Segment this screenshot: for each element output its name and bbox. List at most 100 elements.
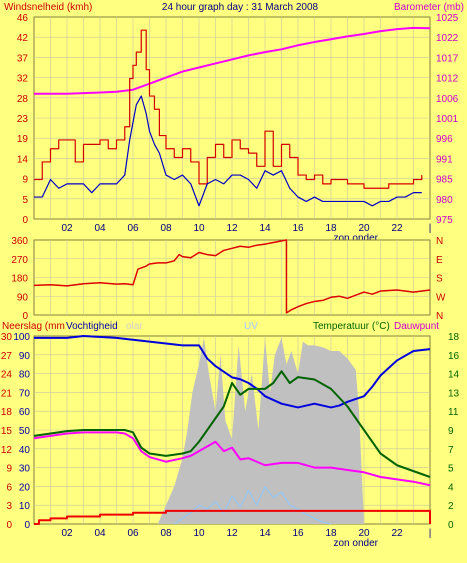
barometer-axis-tick-label: 996 [436,134,453,145]
temperature-axis-tick-label: 5 [448,464,454,475]
rain-axis-tick-label: 12 [1,445,13,456]
humidity-axis-tick-label: 10 [19,501,31,512]
climate-panel-x-tick-label: 08 [160,528,172,539]
compass-axis-tick-label: N [436,236,443,247]
humidity-axis-tick-label: 70 [19,388,31,399]
climate-panel-x-tick-label: 06 [127,528,139,539]
dewpoint-axis-title: Dauwpunt [394,321,439,332]
wind-panel-x-tick-label: 18 [325,223,337,234]
climate-panel-x-tick-label: 02 [61,528,73,539]
barometer-axis-tick-label: 985 [436,175,453,186]
wind-axis-tick-label: 23 [17,114,29,125]
rain-axis-tick-label: 30 [1,332,13,343]
barometer-axis-title: Barometer (mb) [394,2,464,13]
wind-axis-tick-label: 32 [17,74,29,85]
temperature-axis-title: Temperatuur (°C) [313,321,390,332]
direction-axis-tick-label: 180 [11,274,28,285]
climate-panel-x-tick-label: 10 [193,528,205,539]
humidity-axis-tick-label: 0 [24,520,30,531]
dewpoint-line [33,431,431,487]
rain-axis-title: Neerslag (mm [2,321,65,332]
humidity-axis-title: Vochtigheid [66,321,118,332]
uv-axis-title: UV [244,321,258,332]
barometer-axis-tick-label: 991 [436,154,453,165]
climate-panel-x-tick-label: 22 [391,528,403,539]
climate-panel-x-tick-label: 16 [292,528,304,539]
temperature-axis-tick-label: 2 [448,501,454,512]
wind-panel-x-tick-label: 14 [259,223,271,234]
wind-panel-x-tick-label: 20 [358,223,370,234]
wind-axis-tick-label: 0 [22,215,28,226]
compass-axis-tick-label: S [436,274,443,285]
compass-axis-tick-label: N [436,311,443,322]
barometer-line [34,26,431,95]
humidity-axis-tick-label: 100 [13,332,30,343]
rain-axis-tick-label: 18 [1,407,13,418]
temperature-axis-tick-label: 14 [448,370,460,381]
wind-panel-x-tick-label: 16 [292,223,304,234]
climate-panel-x-note: zon onder [334,538,379,549]
wind-axis-tick-label: 19 [17,134,29,145]
climate-panel-x-tick-label: 20 [358,528,370,539]
humidity-axis-tick-label: 50 [19,426,31,437]
barometer-axis-tick-label: 1006 [436,94,459,105]
rain-axis-tick-label: 24 [1,370,13,381]
barometer-axis-tick-label: 1017 [436,53,459,64]
wind-panel-x-tick-label: 08 [160,223,172,234]
climate-panel-x-tick-label: | [429,528,432,539]
humidity-axis-tick-label: 90 [19,351,31,362]
wind-axis-tick-label: 42 [17,33,29,44]
climate-panel-x-tick-label: 18 [325,528,337,539]
temperature-axis-tick-label: 18 [448,332,460,343]
humidity-axis-tick-label: 40 [19,445,31,456]
wind-axis-tick-label: 37 [17,53,29,64]
rain-axis-tick-label: 3 [6,501,12,512]
rain-axis-tick-label: 9 [6,464,12,475]
barometer-axis-tick-label: 975 [436,215,453,226]
direction-axis-tick-label: 0 [22,311,28,322]
compass-axis-tick-label: E [436,255,443,266]
temperature-axis-tick-label: 11 [448,407,459,418]
wind-panel-x-tick-label: 12 [226,223,238,234]
wind-axis-tick-label: 9 [22,175,28,186]
wind-panel-x-tick-label: 10 [193,223,205,234]
rain-axis-tick-label: 27 [1,351,13,362]
barometer-axis-tick-label: 1025 [436,13,459,24]
graph-title: 24 hour graph day : 31 March 2008 [162,2,319,13]
temperature-line [33,370,431,478]
climate-panel-x-tick-label: 12 [226,528,238,539]
temperature-axis-tick-label: 7 [448,445,454,456]
wind-panel-x-tick-label: 22 [391,223,403,234]
barometer-axis-tick-label: 1012 [436,74,459,85]
temperature-axis-tick-label: 0 [448,520,454,531]
wind-axis-tick-label: 14 [17,154,29,165]
wind-panel-x-tick-label: | [429,223,432,234]
direction-axis-tick-label: 270 [11,255,28,266]
wind-panel-x-note: zon onder [334,233,379,244]
wind-axis-tick-label: 5 [22,195,28,206]
wind-axis-tick-label: 28 [17,94,29,105]
wind-axis-tick-label: 46 [17,13,29,24]
wind-average-line [34,95,422,207]
humidity-axis-tick-label: 20 [19,482,31,493]
wind-direction-line [33,239,431,314]
barometer-axis-tick-label: 1001 [436,114,459,125]
barometer-axis-tick-label: 1022 [436,33,459,44]
rain-axis-tick-label: 0 [6,520,12,531]
uv-line [173,485,332,525]
climate-panel-x-tick-label: 14 [259,528,271,539]
direction-axis-tick-label: 90 [17,292,29,303]
solar-radiation-area [157,337,364,524]
humidity-axis-tick-label: 60 [19,407,31,418]
rain-axis-tick-label: 6 [6,482,12,493]
climate-panel-x-tick-label: 04 [94,528,106,539]
direction-axis-tick-label: 360 [11,236,28,247]
wind-panel-x-tick-label: 04 [94,223,106,234]
solar-axis-title: olar [126,321,143,332]
rain-axis-tick-label: 21 [1,388,13,399]
barometer-axis-tick-label: 980 [436,195,453,206]
temperature-axis-tick-label: 4 [448,482,454,493]
rain-axis-tick-label: 15 [1,426,13,437]
wind-axis-title: Windsnelheid (kmh) [4,2,92,13]
